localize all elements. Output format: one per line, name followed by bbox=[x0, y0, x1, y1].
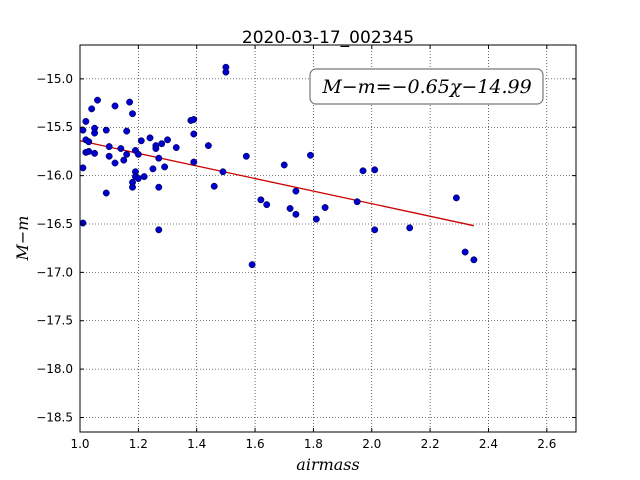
data-point bbox=[146, 134, 154, 142]
data-point bbox=[307, 151, 314, 159]
data-point bbox=[126, 98, 134, 106]
data-point bbox=[129, 110, 136, 118]
annotation-text: M−m=−0.65χ−14.99 bbox=[321, 76, 531, 98]
data-point bbox=[88, 105, 96, 113]
data-point bbox=[134, 175, 142, 182]
data-point bbox=[371, 166, 379, 174]
y-axis: −15.0 −15.5 −16.0 −16.5 −17.0 −17.5 −18.0 −18.5 bbox=[36, 72, 576, 424]
x-tick-label: 2.0 bbox=[362, 437, 381, 451]
data-point bbox=[79, 219, 87, 227]
data-point bbox=[190, 116, 198, 123]
data-point bbox=[105, 152, 113, 160]
y-tick-label: −15.0 bbox=[36, 72, 73, 86]
data-point bbox=[111, 159, 119, 167]
y-tick-label: −15.5 bbox=[36, 120, 73, 134]
data-point bbox=[91, 129, 99, 137]
data-point bbox=[129, 183, 136, 191]
data-point bbox=[292, 210, 300, 218]
fit-annotation: M−m=−0.65χ−14.99 bbox=[309, 68, 544, 105]
data-point bbox=[102, 189, 110, 197]
data-point bbox=[161, 163, 169, 171]
data-point bbox=[164, 136, 171, 144]
y-tick-label: −16.0 bbox=[36, 169, 73, 183]
data-point bbox=[371, 226, 379, 234]
x-tick-label: 2.6 bbox=[537, 437, 556, 451]
data-point bbox=[117, 145, 125, 152]
x-tick-label: 2.2 bbox=[421, 437, 440, 451]
fit-line bbox=[79, 140, 475, 227]
data-point bbox=[158, 140, 166, 148]
data-point bbox=[152, 145, 160, 152]
data-point bbox=[111, 102, 119, 110]
data-point bbox=[461, 248, 469, 256]
x-axis: 1.0 1.2 1.4 1.6 1.8 2.0 2.2 2.4 2.6 bbox=[70, 45, 556, 451]
data-point bbox=[137, 137, 145, 145]
data-point bbox=[280, 161, 288, 169]
data-point bbox=[359, 167, 367, 175]
data-point bbox=[149, 165, 157, 173]
data-point bbox=[210, 182, 218, 190]
data-point bbox=[94, 96, 101, 104]
data-point bbox=[85, 138, 93, 146]
data-point bbox=[286, 205, 294, 212]
data-point bbox=[134, 150, 142, 158]
data-point bbox=[155, 183, 163, 191]
chart-title: 2020-03-17_002345 bbox=[242, 28, 414, 48]
y-tick-label: −18.0 bbox=[36, 362, 73, 376]
x-tick-label: 2.4 bbox=[479, 437, 498, 451]
x-axis-label: airmass bbox=[296, 455, 359, 474]
data-points bbox=[79, 63, 478, 269]
y-tick-label: −17.5 bbox=[36, 314, 73, 328]
x-tick-label: 1.8 bbox=[304, 437, 323, 451]
data-point bbox=[242, 152, 250, 160]
data-point bbox=[120, 156, 128, 164]
data-point bbox=[155, 226, 163, 234]
data-point bbox=[204, 142, 212, 150]
x-tick-label: 1.0 bbox=[70, 437, 89, 451]
data-point bbox=[91, 149, 99, 157]
data-point bbox=[219, 168, 227, 176]
data-point bbox=[140, 173, 148, 181]
data-point bbox=[353, 198, 361, 206]
data-point bbox=[248, 261, 256, 269]
plot-frame bbox=[79, 44, 577, 433]
data-point bbox=[172, 144, 180, 152]
y-tick-label: −18.5 bbox=[36, 410, 73, 424]
x-tick-label: 1.6 bbox=[246, 437, 265, 451]
data-point bbox=[85, 147, 93, 155]
data-point bbox=[123, 127, 131, 135]
data-point bbox=[82, 117, 90, 125]
data-point bbox=[406, 224, 414, 232]
data-point bbox=[321, 204, 329, 211]
data-point bbox=[102, 126, 110, 134]
data-point bbox=[79, 164, 87, 172]
fit-line-layer bbox=[79, 140, 475, 227]
data-point bbox=[155, 154, 163, 162]
data-point bbox=[292, 187, 300, 195]
data-point bbox=[190, 130, 198, 138]
data-point bbox=[312, 215, 320, 223]
data-point bbox=[257, 196, 265, 204]
x-tick-label: 1.4 bbox=[187, 437, 206, 451]
data-point bbox=[452, 194, 460, 202]
data-point bbox=[470, 256, 478, 264]
data-point bbox=[190, 158, 198, 166]
annotation-box bbox=[309, 68, 544, 105]
x-tick-label: 1.2 bbox=[129, 437, 148, 451]
data-point bbox=[222, 68, 230, 76]
data-point bbox=[123, 150, 131, 158]
data-point bbox=[263, 201, 271, 209]
y-axis-label: M−m bbox=[13, 216, 32, 262]
data-point bbox=[79, 126, 87, 134]
data-point bbox=[105, 143, 113, 151]
y-tick-label: −16.5 bbox=[36, 217, 73, 231]
y-tick-label: −17.0 bbox=[36, 265, 73, 279]
